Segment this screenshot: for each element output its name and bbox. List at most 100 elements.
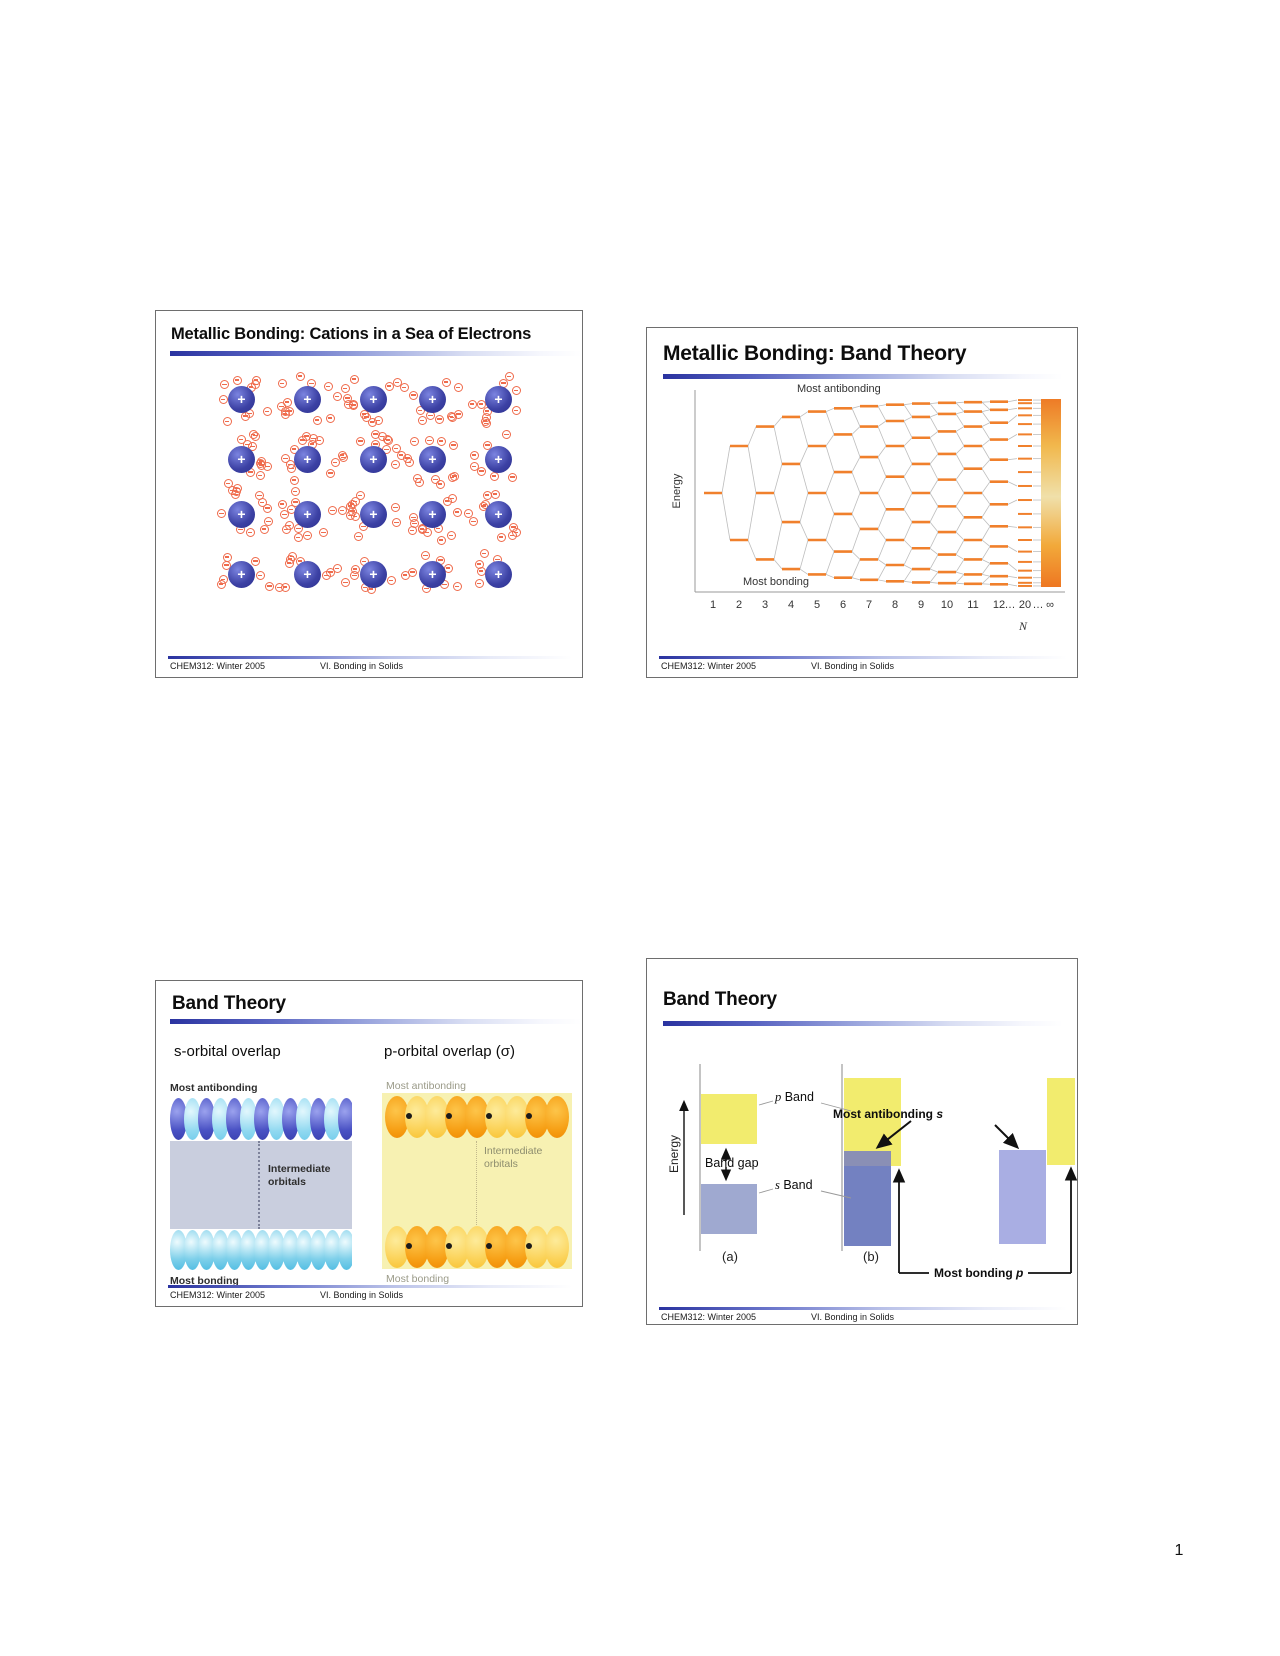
level-connector [747,539,757,560]
level-connector [825,434,835,447]
level-connector [929,492,939,507]
p-orbital-heading: p-orbital overlap (σ) [384,1043,515,1060]
footer-course: CHEM312: Winter 2005 [170,661,266,671]
orbital-node-dot [526,1113,532,1119]
orbital-lobe [184,1098,201,1140]
x-tick-label: 11 [967,599,978,611]
level-connector [929,531,939,549]
level-connector [799,463,809,494]
cation: + [360,561,387,588]
level-connector [851,426,861,435]
orbital-lobe [310,1098,327,1140]
x-tick-label: 10 [941,599,953,611]
p-node-dotted-line [476,1141,477,1225]
electron [449,440,459,450]
electron [344,400,354,410]
electron [236,435,246,445]
most-antibonding-suffix: s [936,1107,944,1121]
x-tick-label: 1 [710,599,716,611]
case-a-label: (a) [722,1249,738,1264]
cation: + [360,386,387,413]
electron [408,567,418,577]
footer-section: VI. Bonding in Solids [811,661,895,671]
level-connector [981,445,991,460]
level-connector [981,526,991,541]
electron [255,470,265,480]
slide3-title: Band Theory [172,993,286,1014]
level-connector [1007,434,1018,440]
level-connector [981,459,991,469]
electron [251,375,261,385]
orbital-node-dot [526,1243,532,1249]
slide1-title: Metallic Bonding: Cations in a Sea of El… [171,325,532,343]
level-connector [955,559,965,573]
orbital-lobe [212,1098,229,1140]
level-connector [929,582,939,584]
level-connector [851,551,861,560]
level-connector [903,564,913,570]
level-connector [903,580,913,583]
cation: + [294,501,321,528]
level-connector [851,408,861,427]
electron [417,416,427,426]
electron [331,457,341,467]
p-antibonding-band [385,1095,569,1139]
electron [435,479,445,489]
electron [417,524,427,534]
s-antibonding-band [170,1097,352,1141]
level-connector [851,528,861,552]
orbital-lobe [226,1230,243,1270]
level-connector [929,554,939,570]
level-connector [825,492,835,515]
electron [470,462,479,472]
electron [350,374,360,384]
level-connector [981,411,991,423]
level-connector [877,509,887,530]
level-connector [981,409,991,412]
level-connector [981,492,991,505]
electron [277,499,287,509]
level-connector [929,453,939,465]
level-connector [929,413,939,418]
p-band-c [1047,1078,1075,1165]
level-connector [851,492,861,515]
cation: + [485,561,512,588]
electron [356,436,366,446]
electron [497,532,507,542]
footer-course: CHEM312: Winter 2005 [661,661,757,671]
electron [256,456,266,466]
electron [403,453,413,463]
p-panel-background: Intermediate orbitals [382,1093,572,1269]
level-connector [981,422,991,427]
electron [479,549,489,559]
orbital-node-dot [446,1243,452,1249]
level-connector [877,492,887,510]
level-connector [877,445,887,458]
electron [340,384,350,394]
electron [390,459,400,469]
electron [453,383,463,393]
cation: + [485,386,512,413]
slide-metallic-bonding-band-theory: Metallic Bonding: Band Theory Most antib… [646,327,1078,678]
electron [217,509,227,519]
electron [431,475,441,485]
energy-axis-label: Energy [671,473,683,508]
electron [248,442,258,452]
footer-section: VI. Bonding in Solids [811,1312,895,1322]
level-connector [1007,481,1018,487]
level-connector [903,539,913,549]
orbital-lobe [310,1230,327,1270]
electron [285,554,295,564]
electron [290,487,300,497]
most-bonding-suffix: p [1016,1266,1024,1280]
electron [281,407,291,417]
electron [218,575,228,585]
level-connector [1007,525,1018,528]
level-connector [981,559,991,564]
orbital-lobe [296,1098,313,1140]
level-connector [929,437,939,455]
level-connector [929,479,939,494]
electron [222,552,232,562]
most-bonding-p-label: Most bonding p [929,1266,1029,1280]
infinite-band-bar [1041,399,1061,587]
